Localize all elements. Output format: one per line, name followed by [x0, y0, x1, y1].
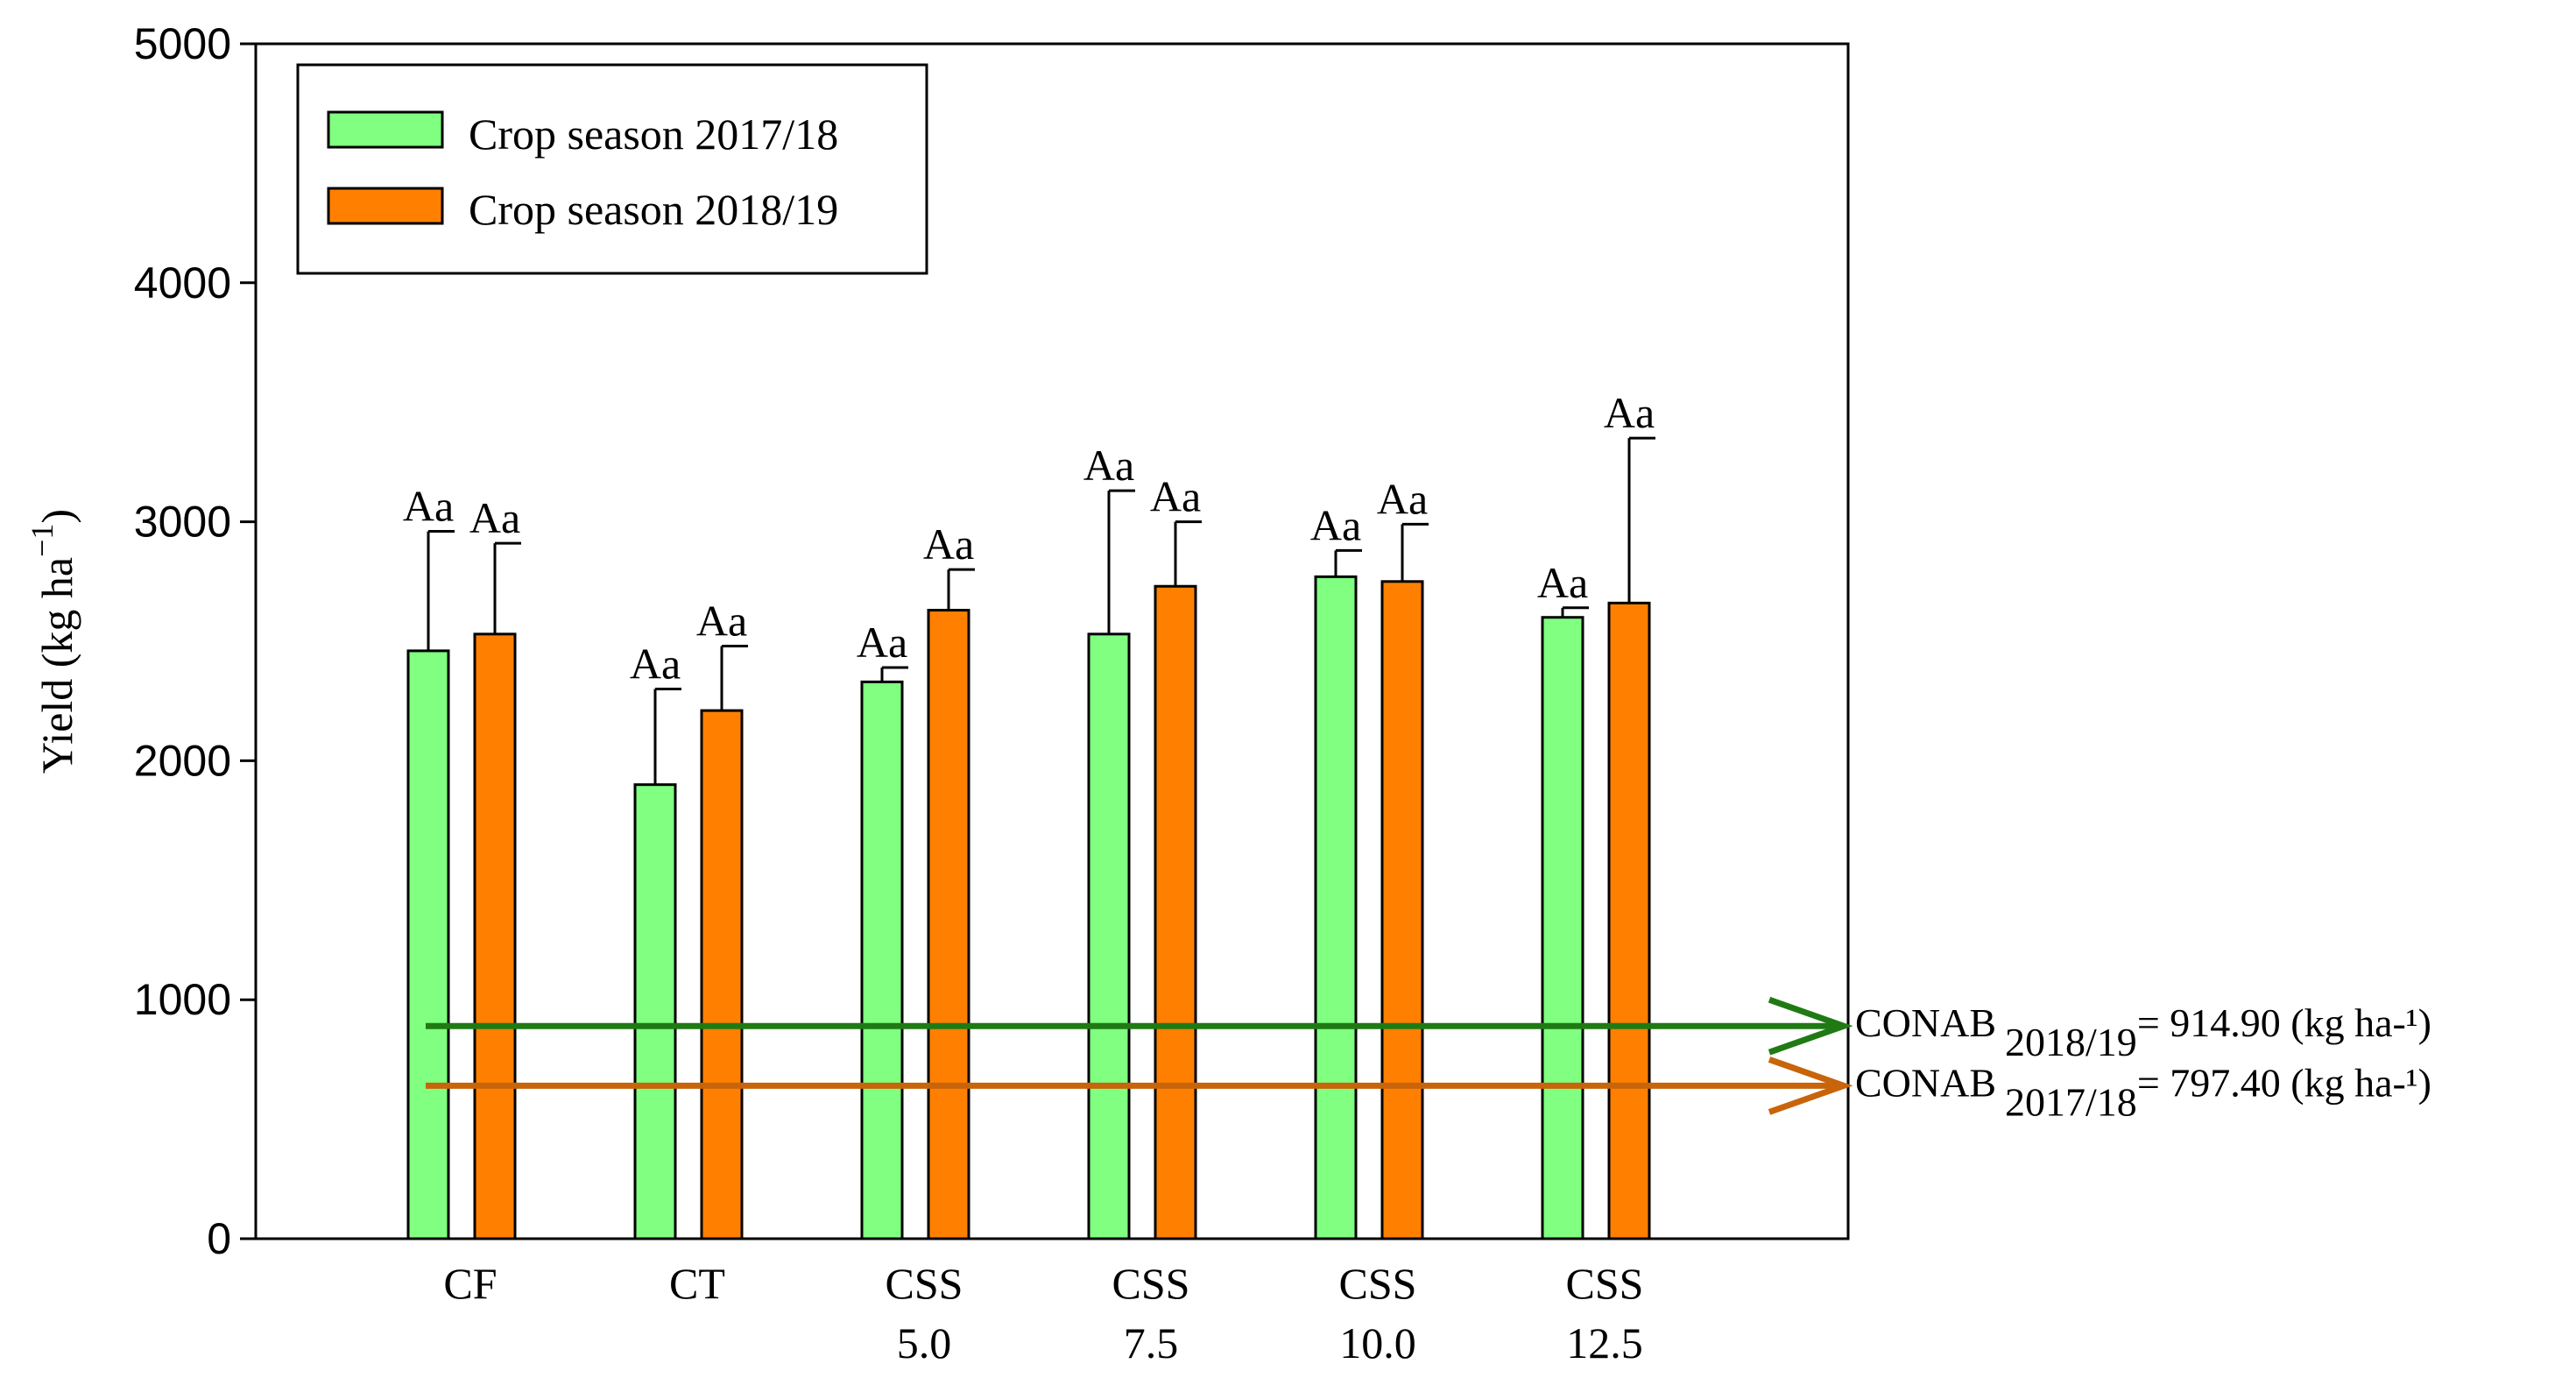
significance-label: Aa	[1537, 558, 1588, 607]
significance-label: Aa	[696, 596, 747, 645]
bar-2018-19-5	[1607, 601, 1651, 1240]
significance-label: Aa	[1150, 472, 1201, 521]
bar-2017-18-2	[860, 680, 904, 1240]
x-axis-category-labels: CF CT CSS 5.0 CSS 7.5 CSS 10.0 CSS 12.5	[443, 1259, 1643, 1367]
bar-2018-19-1	[700, 709, 744, 1240]
x-category-sublabel: 10.0	[1339, 1318, 1416, 1367]
y-axis-label: Yield (kg ha−1)	[25, 509, 81, 774]
reference-arrowhead-2018-19	[1768, 996, 1853, 1056]
x-category-sublabel: 7.5	[1124, 1318, 1179, 1367]
x-category-label: CSS	[1566, 1259, 1644, 1308]
x-category-sublabel: 5.0	[897, 1318, 952, 1367]
significance-label: Aa	[923, 519, 974, 569]
legend-label-2017-18: Crop season 2017/18	[469, 110, 838, 159]
bars-group	[406, 575, 1651, 1240]
bar-2018-19-0	[473, 632, 517, 1240]
bar-2017-18-0	[406, 649, 450, 1240]
bar-2017-18-4	[1314, 575, 1358, 1240]
y-tick-label: 0	[207, 1214, 231, 1263]
x-category-label: CSS	[1339, 1259, 1417, 1308]
y-axis: 0 1000 2000 3000 4000 5000	[134, 19, 256, 1263]
legend: Crop season 2017/18 Crop season 2018/19	[296, 63, 928, 275]
bar-2017-18-5	[1541, 616, 1584, 1240]
significance-label: Aa	[1083, 441, 1134, 490]
legend-swatch-2017-18	[327, 110, 444, 149]
significance-label: Aa	[1604, 388, 1655, 437]
legend-swatch-2018-19	[327, 187, 444, 225]
bar-2017-18-3	[1087, 632, 1131, 1240]
x-category-sublabel: 12.5	[1566, 1318, 1643, 1367]
significance-label: Aa	[1377, 474, 1428, 523]
significance-label: Aa	[469, 493, 520, 542]
bar-2017-18-1	[633, 783, 677, 1240]
reference-label-2017-18: CONAB 2017/18= 797.40 (kg ha-¹)	[1855, 1060, 2431, 1124]
x-category-label: CSS	[886, 1259, 963, 1308]
y-tick-label: 4000	[134, 258, 231, 307]
y-tick-label: 1000	[134, 975, 231, 1024]
x-category-label: CT	[669, 1259, 725, 1308]
bar-2018-19-4	[1380, 580, 1424, 1240]
bar-2018-19-3	[1154, 584, 1197, 1240]
reference-lines: CONAB 2018/19= 914.90 (kg ha-¹)CONAB 2017/…	[426, 996, 2431, 1124]
x-category-label: CSS	[1112, 1259, 1190, 1308]
significance-labels: Aa Aa Aa Aa Aa Aa Aa Aa Aa Aa Aa Aa	[403, 388, 1655, 688]
significance-label: Aa	[630, 640, 681, 689]
reference-label-2018-19: CONAB 2018/19= 914.90 (kg ha-¹)	[1855, 1000, 2431, 1064]
y-tick-label: 2000	[134, 736, 231, 785]
legend-box	[296, 63, 928, 275]
y-tick-label: 3000	[134, 498, 231, 547]
bar-2018-19-2	[927, 609, 970, 1240]
y-tick-label: 5000	[134, 19, 231, 68]
x-category-label: CF	[443, 1259, 497, 1308]
significance-label: Aa	[403, 482, 454, 531]
legend-label-2018-19: Crop season 2018/19	[469, 185, 838, 234]
significance-label: Aa	[1310, 500, 1361, 549]
plot-frame	[254, 42, 1850, 1240]
error-bars-group	[427, 436, 1655, 785]
significance-label: Aa	[857, 618, 907, 667]
reference-arrowhead-2017-18	[1768, 1056, 1853, 1115]
